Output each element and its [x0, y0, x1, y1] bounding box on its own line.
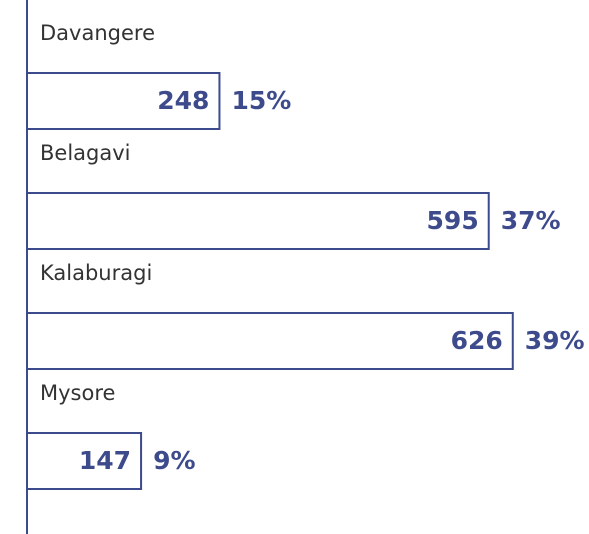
value-label: 248: [157, 86, 209, 115]
bar: [26, 192, 490, 250]
share-label: 39%: [525, 326, 585, 355]
value-label: 626: [451, 326, 503, 355]
value-label: 147: [79, 446, 131, 475]
category-label: Mysore: [40, 381, 115, 405]
category-label: Belagavi: [40, 141, 131, 165]
value-label: 595: [427, 206, 479, 235]
share-label: 9%: [153, 446, 195, 475]
category-label: Kalaburagi: [40, 261, 152, 285]
bar: [26, 312, 514, 370]
category-label: Davangere: [40, 21, 155, 45]
bar: [26, 72, 221, 130]
share-label: 15%: [231, 86, 291, 115]
bar: [26, 432, 143, 490]
share-label: 37%: [501, 206, 561, 235]
